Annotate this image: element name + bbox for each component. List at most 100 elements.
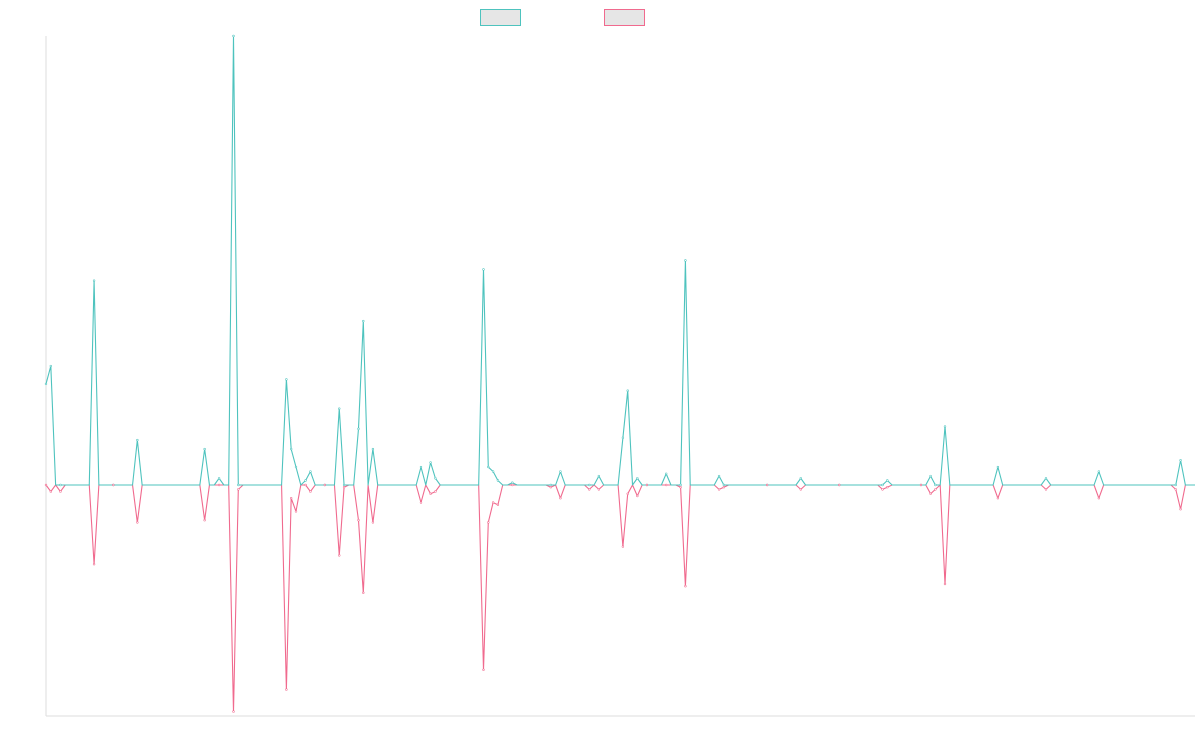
data-point-pink-55 <box>1179 508 1182 511</box>
data-point-teal-39 <box>684 259 687 262</box>
data-point-pink-19 <box>362 591 365 594</box>
data-point-pink-48 <box>929 492 932 495</box>
data-point-teal-2 <box>59 483 62 487</box>
legend-swatch-teal <box>480 9 521 26</box>
data-point-teal-49 <box>934 483 937 487</box>
data-point-teal-45 <box>881 483 884 487</box>
data-point-pink-27 <box>496 503 500 506</box>
data-point-pink-28 <box>511 483 514 487</box>
data-point-pink-44 <box>838 483 841 487</box>
data-point-pink-22 <box>429 492 432 495</box>
data-point-pink-1 <box>49 490 53 493</box>
data-point-pink-35 <box>636 494 639 498</box>
data-point-pink-12 <box>294 510 298 513</box>
data-point-teal-31 <box>588 483 591 487</box>
data-point-teal-21 <box>419 465 423 469</box>
data-point-teal-8 <box>232 34 235 38</box>
data-point-pink-17 <box>342 486 346 489</box>
data-point-teal-6 <box>203 447 206 451</box>
data-point-teal-29 <box>549 483 552 487</box>
data-point-teal-38 <box>679 483 682 487</box>
data-point-pink-15 <box>323 483 327 487</box>
data-point-teal-26 <box>491 470 495 473</box>
data-point-pink-0 <box>44 483 48 487</box>
data-point-pink-5 <box>136 521 139 524</box>
data-point-pink-51 <box>996 497 1000 500</box>
data-point-teal-1 <box>49 364 53 368</box>
data-point-teal-10 <box>285 378 288 381</box>
data-point-pink-18 <box>357 518 360 522</box>
data-point-pink-23 <box>434 490 437 493</box>
data-point-pink-34 <box>626 492 629 495</box>
data-point-teal-27 <box>496 479 500 482</box>
data-point-teal-3 <box>92 279 96 282</box>
data-point-teal-51 <box>996 465 1000 469</box>
data-point-teal-22 <box>429 461 432 464</box>
data-point-pink-14 <box>309 490 312 493</box>
data-point-pink-8 <box>232 710 235 713</box>
data-point-teal-23 <box>434 477 437 480</box>
data-point-teal-25 <box>487 465 490 469</box>
data-point-teal-53 <box>1097 470 1101 473</box>
data-point-pink-53 <box>1097 497 1101 500</box>
data-point-teal-19 <box>362 319 365 323</box>
data-point-teal-34 <box>626 389 629 392</box>
data-point-pink-50 <box>943 582 947 586</box>
data-point-pink-47 <box>919 483 923 487</box>
data-point-teal-48 <box>929 474 932 478</box>
data-point-teal-17 <box>342 483 346 487</box>
data-point-teal-41 <box>722 483 726 487</box>
data-point-teal-0 <box>44 382 48 386</box>
data-point-teal-13 <box>304 479 307 482</box>
data-point-teal-43 <box>799 477 802 480</box>
data-point-pink-6 <box>203 518 206 522</box>
data-point-pink-45 <box>881 488 884 491</box>
data-point-pink-24 <box>482 668 485 671</box>
data-point-teal-18 <box>357 427 360 431</box>
data-point-teal-12 <box>294 465 298 469</box>
data-point-pink-21 <box>419 501 423 504</box>
data-point-pink-4 <box>112 483 115 487</box>
data-point-teal-14 <box>309 470 312 473</box>
data-point-teal-52 <box>1044 477 1048 480</box>
data-point-pink-29 <box>549 486 552 489</box>
data-point-teal-32 <box>597 474 601 478</box>
data-point-pink-37 <box>664 483 668 487</box>
data-point-teal-46 <box>886 479 889 482</box>
data-point-pink-11 <box>289 497 293 500</box>
data-point-pink-52 <box>1044 488 1048 491</box>
data-point-pink-30 <box>559 497 562 500</box>
data-point-pink-32 <box>597 488 601 491</box>
data-point-pink-46 <box>886 486 889 489</box>
data-point-pink-20 <box>371 521 375 524</box>
data-point-pink-31 <box>588 488 591 491</box>
data-point-teal-40 <box>717 474 721 478</box>
data-point-teal-33 <box>621 436 625 440</box>
data-point-teal-20 <box>371 447 375 451</box>
data-point-teal-55 <box>1179 459 1182 462</box>
series-line-pink <box>45 484 1195 713</box>
data-point-pink-13 <box>304 483 307 487</box>
series-line-teal <box>45 35 1195 486</box>
data-point-teal-28 <box>511 481 514 484</box>
data-point-teal-35 <box>636 477 639 480</box>
data-point-pink-39 <box>684 584 687 588</box>
data-point-teal-5 <box>136 438 139 442</box>
data-point-teal-11 <box>289 447 293 451</box>
data-point-pink-33 <box>621 545 625 548</box>
data-point-teal-16 <box>338 407 341 410</box>
data-point-pink-54 <box>1174 488 1177 491</box>
data-point-teal-30 <box>559 470 562 473</box>
data-point-pink-40 <box>717 488 721 491</box>
data-point-pink-26 <box>491 501 495 504</box>
data-point-pink-38 <box>679 486 682 489</box>
data-point-pink-41 <box>722 486 726 489</box>
data-point-pink-16 <box>338 554 341 557</box>
data-point-teal-54 <box>1174 483 1177 487</box>
data-point-pink-7 <box>217 483 221 487</box>
legend-swatch-pink <box>604 9 645 26</box>
data-point-pink-10 <box>285 688 288 691</box>
data-point-pink-49 <box>934 488 937 491</box>
